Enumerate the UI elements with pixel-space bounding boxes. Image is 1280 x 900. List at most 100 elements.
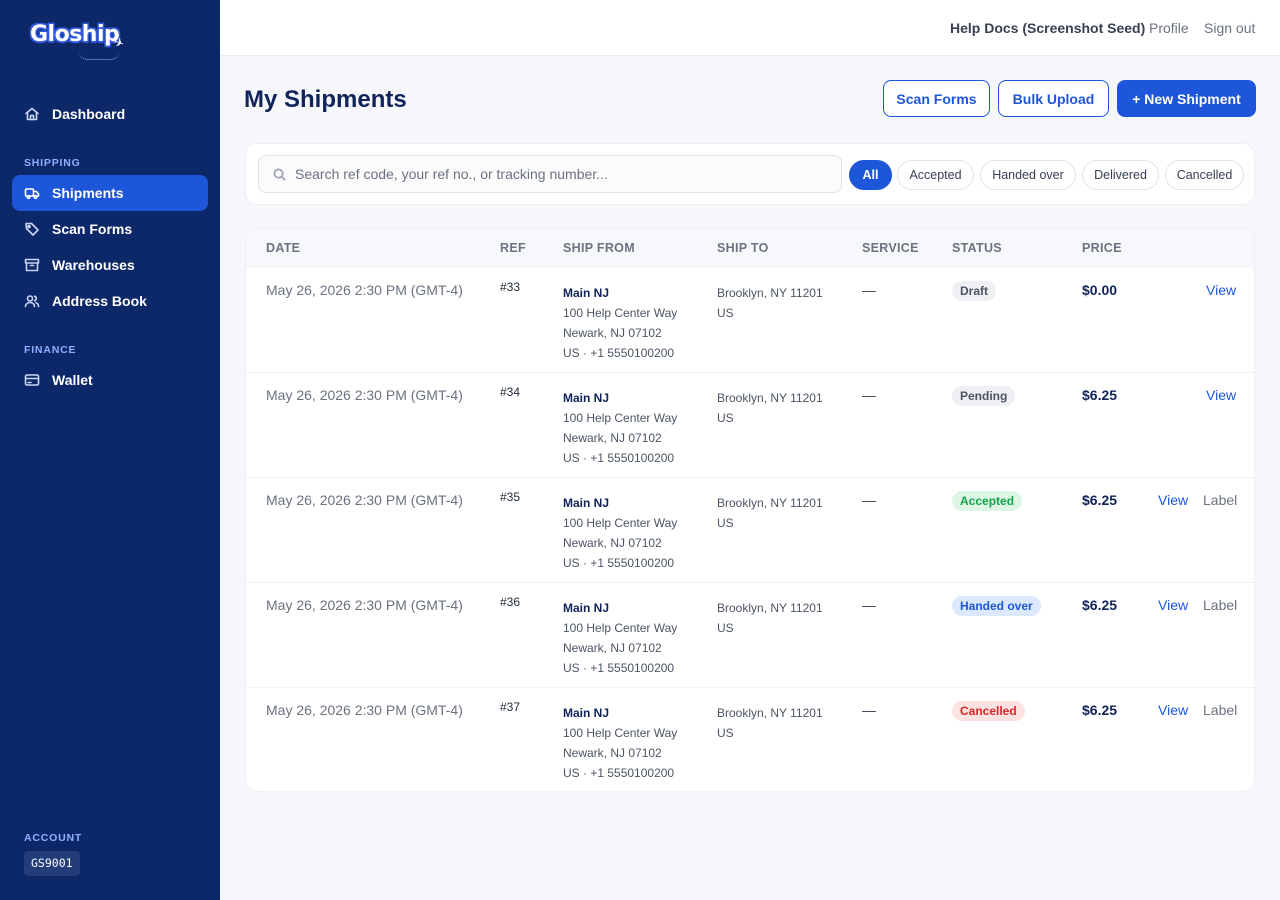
ship-to: Brooklyn, NY 11201 US: [717, 283, 823, 323]
column-header-price: PRICE: [1082, 241, 1122, 255]
filter-bar: All Accepted Handed over Delivered Cance…: [245, 143, 1255, 205]
status-badge: Handed over: [952, 596, 1041, 616]
sidebar-item-shipments[interactable]: Shipments: [12, 175, 208, 211]
ship-to-line: Brooklyn, NY 11201: [717, 286, 823, 300]
label-link[interactable]: Label: [1203, 492, 1238, 508]
archive-icon: [24, 258, 40, 272]
ship-from: Main NJ 100 Help Center Way Newark, NJ 071…: [563, 703, 677, 783]
shipments-table: DATE REF SHIP FROM SHIP TO SERVICE STATU…: [245, 227, 1255, 792]
label-link[interactable]: Label: [1203, 597, 1238, 613]
ship-from-line: 100 Help Center Way: [563, 621, 678, 635]
status-badge: Pending: [952, 386, 1016, 406]
ship-from-name: Main NJ: [563, 601, 610, 615]
truck-icon: [24, 188, 40, 200]
logo-trail: [78, 50, 120, 60]
shipment-ref: #37: [500, 700, 521, 714]
filter-chip-cancelled[interactable]: Cancelled: [1165, 160, 1244, 190]
sidebar-item-label: Warehouses: [52, 257, 135, 273]
shipment-date: May 26, 2026 2:30 PM (GMT-4): [266, 282, 463, 298]
ship-from: Main NJ 100 Help Center Way Newark, NJ 071…: [563, 598, 677, 678]
ship-to: Brooklyn, NY 11201 US: [717, 493, 823, 533]
price-value: $6.25: [1082, 492, 1118, 508]
service-value: —: [862, 702, 876, 718]
sidebar-item-warehouses[interactable]: Warehouses: [12, 247, 208, 283]
help-docs-link[interactable]: Help Docs (Screenshot Seed): [950, 20, 1146, 36]
view-link[interactable]: View: [1206, 387, 1237, 403]
sign-out-link[interactable]: Sign out: [1204, 20, 1256, 36]
table-header: DATE REF SHIP FROM SHIP TO SERVICE STATU…: [246, 228, 1254, 268]
scan-forms-button[interactable]: Scan Forms: [883, 80, 990, 117]
ship-to-line: Brooklyn, NY 11201: [717, 601, 823, 615]
filter-chip-accepted[interactable]: Accepted: [897, 160, 974, 190]
table-row: May 26, 2026 2:30 PM (GMT-4) #34 Main NJ 10…: [246, 373, 1254, 478]
bulk-upload-button[interactable]: Bulk Upload: [998, 80, 1109, 117]
column-header-status: STATUS: [952, 241, 1002, 255]
shipment-date: May 26, 2026 2:30 PM (GMT-4): [266, 702, 463, 718]
view-link[interactable]: View: [1158, 597, 1189, 613]
view-link[interactable]: View: [1158, 492, 1189, 508]
ship-from-line: Newark, NJ 07102: [563, 431, 662, 445]
sidebar-item-label: Wallet: [52, 372, 93, 388]
ship-from-name: Main NJ: [563, 391, 610, 405]
shipment-ref: #34: [500, 385, 521, 399]
table-row: May 26, 2026 2:30 PM (GMT-4) #37 Main NJ 10…: [246, 688, 1254, 791]
status-badge: Cancelled: [952, 701, 1025, 721]
ship-to-line: US: [717, 306, 734, 320]
ship-from-line: US · +1 5550100200: [563, 766, 675, 780]
ship-from: Main NJ 100 Help Center Way Newark, NJ 071…: [563, 493, 677, 573]
price-value: $6.25: [1082, 597, 1118, 613]
ship-from-line: Newark, NJ 07102: [563, 641, 662, 655]
new-shipment-button[interactable]: + New Shipment: [1117, 80, 1256, 117]
ship-from: Main NJ 100 Help Center Way Newark, NJ 071…: [563, 283, 677, 363]
ship-to-line: Brooklyn, NY 11201: [717, 706, 823, 720]
filter-chip-delivered[interactable]: Delivered: [1082, 160, 1159, 190]
ship-from-line: 100 Help Center Way: [563, 726, 678, 740]
ship-to-line: US: [717, 726, 734, 740]
table-row: May 26, 2026 2:30 PM (GMT-4) #36 Main NJ 10…: [246, 583, 1254, 688]
sidebar-item-wallet[interactable]: Wallet: [12, 362, 208, 398]
sidebar: Gloship ✈ Dashboard SHIPPING Shipments S…: [0, 0, 220, 900]
topbar: Help Docs (Screenshot Seed) Profile Sign…: [220, 0, 1280, 56]
ship-to: Brooklyn, NY 11201 US: [717, 703, 823, 743]
shipment-date: May 26, 2026 2:30 PM (GMT-4): [266, 387, 463, 403]
sidebar-item-label: Dashboard: [52, 106, 126, 122]
filter-chip-all[interactable]: All: [849, 160, 892, 190]
shipment-ref: #36: [500, 595, 521, 609]
sidebar-item-label: Scan Forms: [52, 221, 133, 237]
ship-from-line: 100 Help Center Way: [563, 516, 678, 530]
ship-to: Brooklyn, NY 11201 US: [717, 598, 823, 638]
section-label-finance: FINANCE: [24, 344, 77, 356]
sidebar-item-dashboard[interactable]: Dashboard: [12, 96, 208, 132]
shipment-ref: #33: [500, 280, 521, 294]
tag-icon: [25, 222, 39, 236]
ship-from-line: US · +1 5550100200: [563, 451, 675, 465]
filter-chip-handed-over[interactable]: Handed over: [980, 160, 1076, 190]
profile-link[interactable]: Profile: [1149, 20, 1189, 36]
sidebar-item-address-book[interactable]: Address Book: [12, 283, 208, 319]
price-value: $6.25: [1082, 702, 1118, 718]
users-icon: [24, 295, 40, 308]
status-badge: Accepted: [952, 491, 1023, 511]
ship-from-line: US · +1 5550100200: [563, 346, 675, 360]
ship-from: Main NJ 100 Help Center Way Newark, NJ 071…: [563, 388, 677, 468]
ship-to-line: US: [717, 621, 734, 635]
page-title: My Shipments: [244, 86, 407, 113]
price-value: $6.25: [1082, 387, 1118, 403]
sidebar-item-scan-forms[interactable]: Scan Forms: [12, 211, 208, 247]
ship-from-name: Main NJ: [563, 286, 610, 300]
ship-to-line: US: [717, 516, 734, 530]
ship-from-line: US · +1 5550100200: [563, 556, 675, 570]
gloship-logo[interactable]: Gloship ✈: [30, 22, 140, 62]
search-icon: [273, 168, 286, 181]
section-label-shipping: SHIPPING: [24, 157, 81, 169]
ship-from-line: Newark, NJ 07102: [563, 746, 662, 760]
ship-from-line: 100 Help Center Way: [563, 306, 678, 320]
column-header-ship-from: SHIP FROM: [563, 241, 635, 255]
label-link[interactable]: Label: [1203, 702, 1238, 718]
ship-to-line: Brooklyn, NY 11201: [717, 496, 823, 510]
ship-from-line: Newark, NJ 07102: [563, 536, 662, 550]
view-link[interactable]: View: [1158, 702, 1189, 718]
view-link[interactable]: View: [1206, 282, 1237, 298]
search-input[interactable]: [295, 156, 835, 192]
account-code-badge: GS9001: [24, 851, 80, 876]
